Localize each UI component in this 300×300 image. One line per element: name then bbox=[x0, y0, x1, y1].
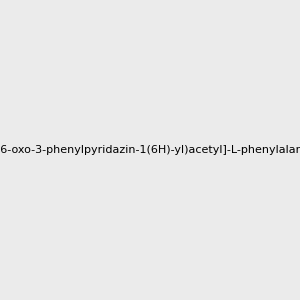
Text: N-[(6-oxo-3-phenylpyridazin-1(6H)-yl)acetyl]-L-phenylalanine: N-[(6-oxo-3-phenylpyridazin-1(6H)-yl)ace… bbox=[0, 145, 300, 155]
